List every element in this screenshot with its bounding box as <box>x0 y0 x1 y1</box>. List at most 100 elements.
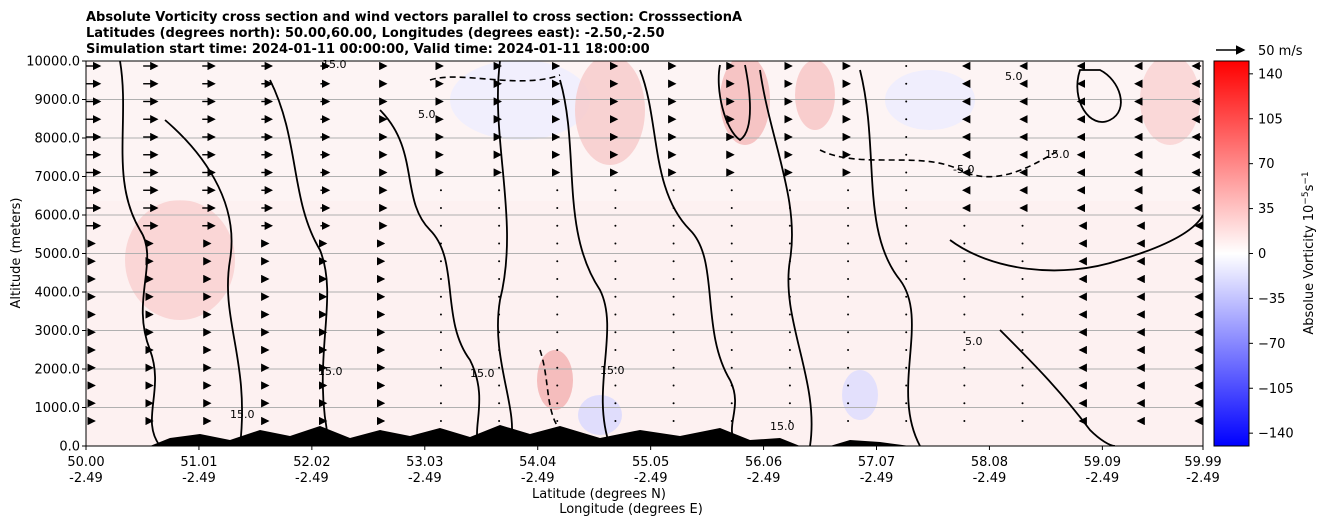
x-tick-label-latitude: 58.08 <box>971 455 1008 470</box>
x-tick-label-longitude: -2.49 <box>295 471 329 486</box>
wind-vector <box>672 207 675 209</box>
wind-vector <box>905 242 908 245</box>
wind-vector <box>498 260 501 263</box>
vorticity-region <box>578 395 622 435</box>
wind-vector <box>963 260 966 263</box>
vorticity-fill <box>86 61 1203 435</box>
wind-vector <box>498 384 501 387</box>
vorticity-region <box>842 370 878 420</box>
wind-vector <box>614 420 617 422</box>
wind-vector <box>788 189 791 192</box>
wind-vector <box>963 366 966 369</box>
wind-vector <box>439 402 442 405</box>
contour-label-5: 5.0 <box>418 108 436 121</box>
wind-vector <box>556 295 559 298</box>
y-tick-label: 7000.0 <box>35 170 81 185</box>
wind-vector <box>847 278 850 280</box>
wind-vector <box>672 349 675 351</box>
wind-vector <box>439 366 442 369</box>
contour-line <box>639 69 741 446</box>
y-tick-label: 2000.0 <box>35 363 81 378</box>
wind-vector <box>672 331 675 334</box>
wind-vector <box>556 207 559 209</box>
wind-vector <box>905 100 908 103</box>
x-tick-label-latitude: 53.03 <box>406 455 443 470</box>
x-tick-label-longitude: -2.49 <box>182 471 216 486</box>
x-tick-label-longitude: -2.49 <box>69 471 103 486</box>
wind-vector <box>847 420 850 422</box>
contour-label-5: 5.0 <box>965 335 983 348</box>
wind-vector <box>905 260 908 263</box>
wind-vector <box>730 260 733 263</box>
contour-label-15: 15.0 <box>322 58 347 71</box>
wind-vector <box>905 402 908 405</box>
x-tick-label-latitude: 57.07 <box>858 455 895 470</box>
vorticity-region <box>537 350 573 410</box>
wind-vector <box>556 420 559 422</box>
contour-line <box>1076 69 1122 123</box>
wind-vector <box>905 313 908 316</box>
wind-vector <box>788 260 791 263</box>
wind-vector <box>730 402 733 405</box>
wind-vector <box>614 313 617 316</box>
y-tick-label: 8000.0 <box>35 132 81 147</box>
wind-vector <box>498 420 501 422</box>
wind-vector <box>556 402 559 405</box>
x-tick-label-longitude: -2.49 <box>1186 471 1220 486</box>
wind-vector <box>614 384 617 387</box>
colorbar-tick-label: −140 <box>1258 427 1294 442</box>
wind-vector <box>963 331 966 334</box>
wind-vector <box>614 242 617 245</box>
wind-vector <box>963 313 966 316</box>
wind-vector <box>614 260 617 263</box>
wind-vector <box>556 331 559 334</box>
wind-vector <box>498 242 501 245</box>
vorticity-region <box>795 61 835 130</box>
x-tick-label-longitude: -2.49 <box>860 471 894 486</box>
wind-vector <box>730 278 733 280</box>
wind-vector <box>614 295 617 298</box>
wind-vector <box>498 331 501 334</box>
vorticity-region <box>1140 61 1200 145</box>
contour-line <box>164 119 243 446</box>
wind-vector <box>614 402 617 405</box>
wind-vector <box>905 331 908 334</box>
wind-vector <box>847 349 850 351</box>
wind-vector <box>847 331 850 334</box>
x-tick-label-longitude: -2.49 <box>747 471 781 486</box>
y-tick-label: 3000.0 <box>35 324 81 339</box>
contour-label-neg5: -5.0 <box>953 163 974 176</box>
wind-vector <box>730 420 733 422</box>
colorbar-ticks: 140 105 70 35 0 −35 −70 −105 −140 <box>1249 67 1294 442</box>
x-axis: 50.00-2.4951.01-2.4952.02-2.4953.03-2.49… <box>67 446 1222 486</box>
wind-vector <box>672 384 675 387</box>
chart-title-line-2: Latitudes (degrees north): 50.00,60.00, … <box>86 26 665 41</box>
contour-line <box>859 69 921 446</box>
wind-vector <box>847 189 850 192</box>
colorbar-tick-label: 0 <box>1258 247 1266 262</box>
wind-vector <box>439 420 442 422</box>
wind-vector <box>905 224 908 227</box>
wind-vector <box>439 384 442 387</box>
wind-vector <box>963 349 966 351</box>
x-tick-label-longitude: -2.49 <box>408 471 442 486</box>
contour-label-15: 15.0 <box>600 364 625 377</box>
plot-area: 15.0 15.0 15.0 15.0 15.0 5.0 5.0 5.0 -5.… <box>85 58 1204 447</box>
wind-vector <box>672 224 675 227</box>
quiver-key-label: 50 m/s <box>1258 44 1303 59</box>
wind-vector <box>439 349 442 351</box>
wind-vector <box>498 224 501 227</box>
wind-vector <box>963 402 966 405</box>
wind-vector <box>672 402 675 405</box>
wind-vector <box>1021 349 1024 351</box>
x-tick-label-longitude: -2.49 <box>521 471 555 486</box>
colorbar-tick-label: 105 <box>1258 112 1283 127</box>
wind-vector <box>439 224 442 227</box>
wind-vector <box>847 313 850 316</box>
contour-label-15: 15.0 <box>318 365 343 378</box>
wind-vector <box>847 207 850 209</box>
chart-title-line-3: Simulation start time: 2024-01-11 00:00:… <box>86 42 650 57</box>
y-tick-label: 0.0 <box>59 440 80 455</box>
wind-vector <box>847 402 850 405</box>
wind-vector <box>556 278 559 280</box>
